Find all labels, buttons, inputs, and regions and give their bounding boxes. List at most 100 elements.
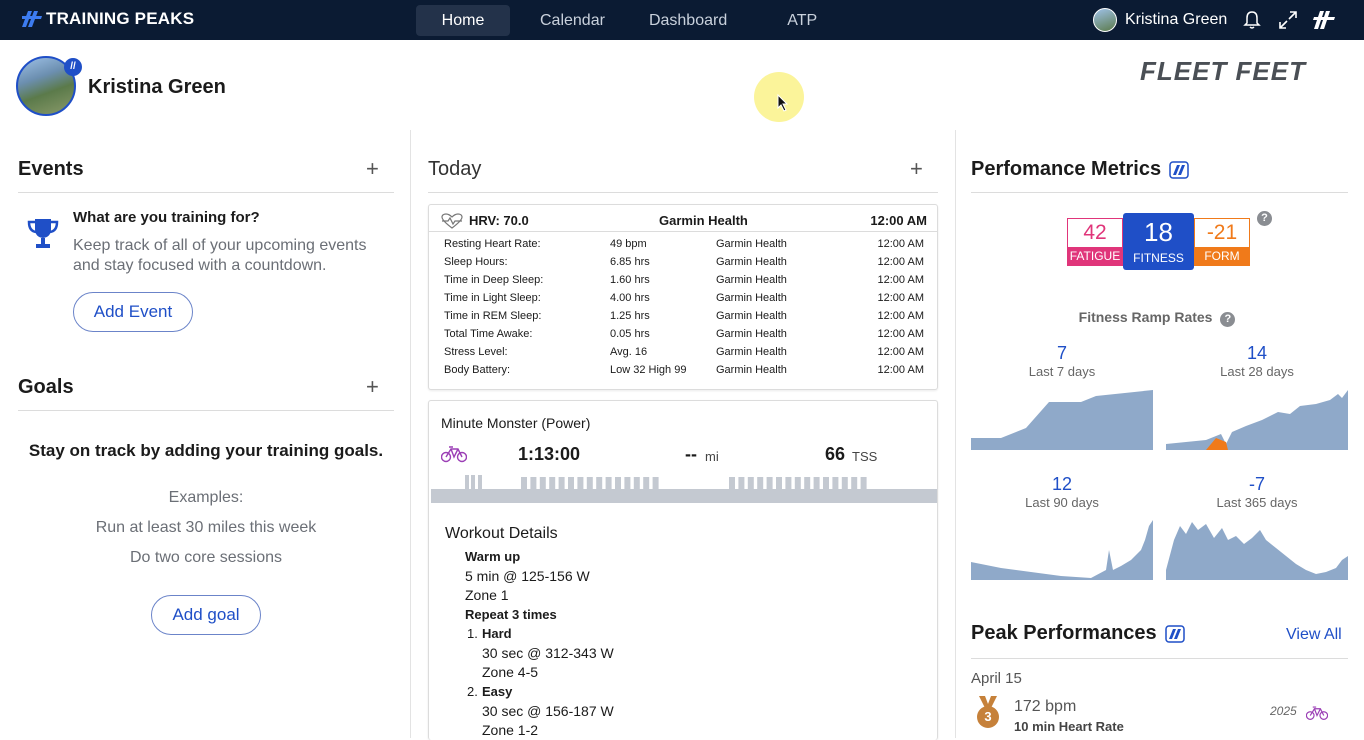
workout-details-title: Workout Details: [445, 525, 558, 542]
peak-description: 10 min Heart Rate: [1014, 719, 1124, 734]
fatigue-value: 42: [1083, 221, 1107, 244]
add-event-plus-icon[interactable]: +: [366, 156, 379, 181]
peak-performances-label: Peak Performances: [971, 622, 1157, 644]
goals-title: Goals: [18, 376, 74, 398]
hrv-cell: 1.60 hrs: [610, 274, 650, 286]
peak-divider: [971, 658, 1348, 659]
view-all-link[interactable]: View All: [1286, 626, 1342, 643]
form-label: FORM: [1195, 247, 1249, 265]
ramp-help-icon[interactable]: ?: [1220, 312, 1236, 327]
hrv-metric-row: Time in REM Sleep: 1.25 hrs Garmin Health 1…: [444, 310, 924, 322]
workout-interval-bar: [478, 475, 482, 489]
column-divider: [410, 130, 411, 738]
column-divider: [955, 130, 956, 738]
step-easy: Easy: [482, 684, 513, 699]
workout-interval-bar: [615, 477, 621, 489]
fatigue-metric[interactable]: 42 FATIGUE: [1067, 218, 1123, 266]
hrv-cell: 12:00 AM: [877, 364, 924, 376]
form-metric[interactable]: -21 FORM: [1194, 218, 1250, 266]
workout-interval-bar: [747, 477, 754, 489]
sponsor-name: FLEET FEET: [1140, 56, 1306, 86]
main-nav: Home Calendar Dashboard ATP: [416, 5, 839, 36]
step-number: 1.: [467, 626, 478, 641]
workout-interval-bar: [776, 477, 782, 489]
workout-interval-bar: [738, 477, 745, 489]
user-menu[interactable]: Kristina Green: [1093, 8, 1227, 32]
workout-interval-bar: [471, 475, 475, 489]
premium-icon: [1169, 160, 1189, 179]
today-title: Today: [428, 158, 482, 180]
ramp-value: 14: [1246, 343, 1268, 363]
profile-name: Kristina Green: [88, 76, 226, 98]
hrv-cell: Garmin Health: [716, 346, 787, 358]
peak-performances-title: Peak Performances: [971, 622, 1185, 645]
trainingpeaks-menu-icon[interactable]: [1313, 10, 1335, 30]
hrv-cell: Time in Light Sleep:: [444, 292, 541, 304]
workout-interval-bar: [624, 477, 631, 489]
trainingpeaks-logo[interactable]: TRAINING PEAKS: [22, 9, 194, 29]
events-divider: [18, 192, 394, 193]
workout-distance: --: [685, 444, 697, 464]
workout-interval-bar: [633, 477, 640, 489]
expand-icon[interactable]: [1278, 10, 1298, 30]
trainingpeaks-icon: [22, 11, 42, 27]
hrv-metrics-card[interactable]: HRV: 70.0 Garmin Health 12:00 AM Resting…: [428, 204, 938, 390]
hrv-cell: 12:00 AM: [877, 238, 924, 250]
nav-dashboard[interactable]: Dashboard: [648, 12, 728, 29]
nav-atp[interactable]: ATP: [787, 12, 818, 29]
workout-interval-bar: [652, 477, 659, 489]
hrv-metric-row: Total Time Awake: 0.05 hrs Garmin Health 12…: [444, 328, 924, 340]
add-today-plus-icon[interactable]: +: [910, 156, 923, 181]
workout-stats: 1:13:00 -- mi 66 TSS: [441, 443, 927, 467]
workout-interval-bar: [643, 477, 650, 489]
step-detail: 30 sec @ 156-187 W: [482, 703, 614, 719]
workout-interval-bar: [804, 477, 811, 489]
bike-icon: [441, 446, 467, 463]
fitness-metric[interactable]: 18 FITNESS: [1123, 213, 1194, 270]
add-event-button[interactable]: Add Event: [73, 292, 193, 332]
ramp-rates-title: Fitness Ramp Rates ?: [971, 309, 1343, 327]
events-question: What are you training for?: [73, 209, 260, 226]
metrics-divider: [971, 192, 1348, 193]
metrics-help-icon[interactable]: ?: [1257, 211, 1272, 226]
add-goal-plus-icon[interactable]: +: [366, 374, 379, 399]
step-zone: Zone 4-5: [482, 664, 539, 680]
workout-interval-bar: [596, 477, 603, 489]
hrv-metric-row: Stress Level: Avg. 16 Garmin Health 12:00 A…: [444, 346, 924, 358]
ramp-chart-28-days: [1166, 390, 1348, 450]
mouse-cursor-icon: [777, 94, 789, 112]
workout-interval-bar: [530, 477, 537, 489]
workout-interval-bar: [813, 477, 820, 489]
nav-home[interactable]: Home: [416, 5, 510, 36]
hrv-cell: 12:00 AM: [877, 310, 924, 322]
hrv-cell: 12:00 AM: [877, 328, 924, 340]
hrv-metric-row: Body Battery: Low 32 High 99 Garmin Health…: [444, 364, 924, 376]
hrv-metric-row: Sleep Hours: 6.85 hrs Garmin Health 12:00 A…: [444, 256, 924, 268]
workout-interval-bar: [841, 477, 848, 489]
workout-card[interactable]: Minute Monster (Power) 1:13:00 -- mi 66 …: [428, 400, 938, 740]
nav-calendar[interactable]: Calendar: [540, 12, 605, 29]
goals-headline: Stay on track by adding your training go…: [28, 441, 384, 460]
user-avatar: [1093, 8, 1117, 32]
heart-pulse-icon: [441, 213, 463, 229]
hrv-value: HRV: 70.0: [469, 213, 529, 228]
hrv-cell: Time in Deep Sleep:: [444, 274, 544, 286]
hrv-metric-row: Time in Light Sleep: 4.00 hrs Garmin Healt…: [444, 292, 924, 304]
events-description: Keep track of all of your upcoming event…: [73, 237, 367, 274]
workout-interval-bar: [605, 477, 612, 489]
ramp-label: Last 365 days: [1216, 495, 1298, 510]
hrv-cell: Garmin Health: [716, 274, 787, 286]
bike-icon: [1306, 706, 1328, 720]
hrv-time: 12:00 AM: [870, 213, 927, 228]
goals-examples-label: Examples:: [168, 489, 244, 506]
workout-interval-bar: [729, 477, 735, 489]
ramp-chart-7-days: [971, 390, 1153, 450]
add-goal-button[interactable]: Add goal: [151, 595, 261, 635]
ramp-label: Last 7 days: [1028, 364, 1096, 379]
bell-icon[interactable]: [1243, 10, 1261, 30]
workout-interval-bar: [577, 477, 584, 489]
hrv-header: HRV: 70.0 Garmin Health 12:00 AM: [441, 213, 927, 229]
workout-interval-bar: [558, 477, 565, 489]
hrv-cell: Garmin Health: [716, 310, 787, 322]
hrv-cell: 12:00 AM: [877, 256, 924, 268]
